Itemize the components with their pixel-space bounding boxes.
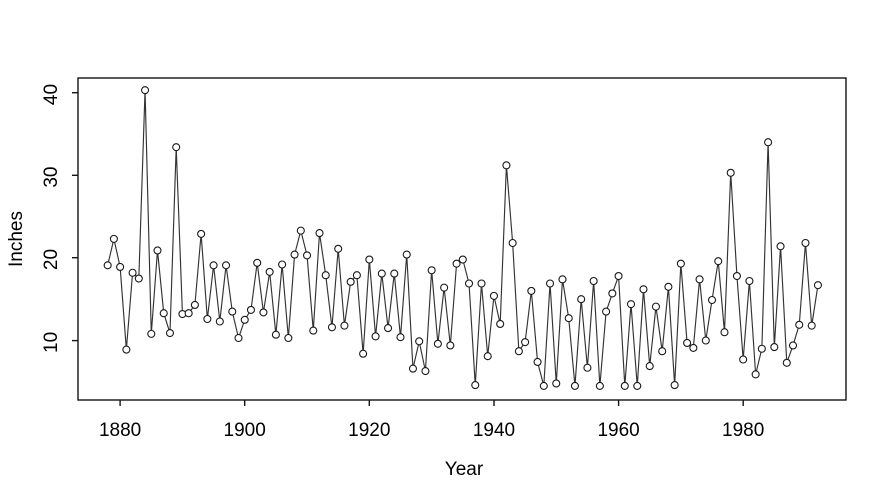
svg-text:10: 10 xyxy=(41,332,62,353)
svg-text:1960: 1960 xyxy=(597,420,639,441)
svg-text:Year: Year xyxy=(445,459,484,480)
svg-text:1980: 1980 xyxy=(722,420,764,441)
svg-text:1880: 1880 xyxy=(99,420,141,441)
svg-text:20: 20 xyxy=(41,249,62,270)
svg-text:Inches: Inches xyxy=(6,211,27,267)
svg-text:1920: 1920 xyxy=(348,420,390,441)
svg-text:1940: 1940 xyxy=(473,420,515,441)
svg-text:1900: 1900 xyxy=(224,420,266,441)
svg-text:30: 30 xyxy=(41,167,62,188)
svg-text:40: 40 xyxy=(41,84,62,105)
